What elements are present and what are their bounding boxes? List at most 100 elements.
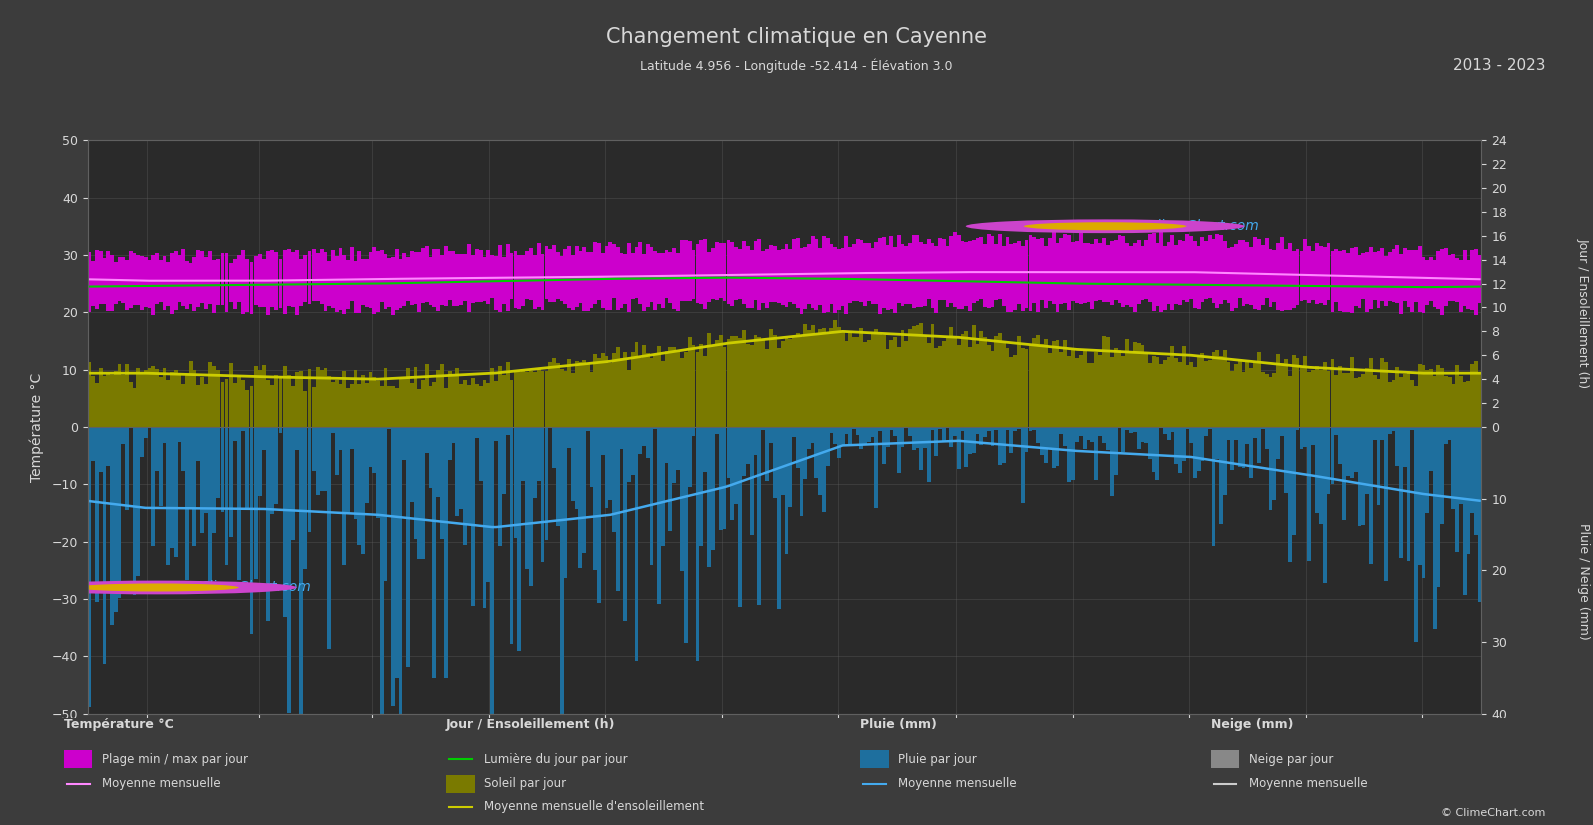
Bar <box>688 242 691 301</box>
Bar <box>1201 353 1204 427</box>
Bar <box>1462 381 1467 427</box>
Bar <box>342 427 346 565</box>
Bar <box>1177 240 1182 305</box>
Bar <box>710 248 715 299</box>
Bar <box>597 243 601 300</box>
Bar <box>118 365 121 427</box>
Bar <box>1249 368 1254 427</box>
Bar <box>969 241 972 311</box>
Bar <box>1376 427 1381 505</box>
Bar <box>1343 427 1346 520</box>
Bar <box>253 427 258 579</box>
Bar <box>1219 356 1223 427</box>
Bar <box>669 427 672 530</box>
Text: Pluie par jour: Pluie par jour <box>898 752 977 766</box>
Bar <box>159 260 162 303</box>
Bar <box>612 427 616 532</box>
Bar <box>836 427 841 459</box>
Bar <box>1346 427 1349 476</box>
Bar <box>875 427 878 507</box>
Bar <box>911 427 916 450</box>
Bar <box>193 257 196 310</box>
Bar <box>491 255 494 299</box>
Bar <box>1395 246 1399 304</box>
Bar <box>897 427 900 473</box>
Text: Changement climatique en Cayenne: Changement climatique en Cayenne <box>605 27 988 47</box>
Bar <box>919 427 924 469</box>
Bar <box>819 248 822 305</box>
Bar <box>212 260 217 313</box>
Bar <box>237 255 241 302</box>
Bar <box>999 427 1002 464</box>
Bar <box>883 335 886 427</box>
Bar <box>796 238 800 308</box>
Bar <box>335 380 339 427</box>
Bar <box>949 427 953 447</box>
Bar <box>143 370 148 427</box>
Bar <box>819 427 822 496</box>
Bar <box>672 427 675 483</box>
Bar <box>961 427 964 431</box>
Bar <box>1470 365 1474 427</box>
Bar <box>855 239 860 301</box>
Bar <box>642 253 645 311</box>
Bar <box>738 249 742 299</box>
Bar <box>362 427 365 554</box>
Bar <box>1415 386 1418 427</box>
Bar <box>645 427 650 459</box>
Bar <box>540 254 545 309</box>
Bar <box>1373 252 1376 299</box>
Bar <box>387 258 392 307</box>
Bar <box>750 427 753 535</box>
Bar <box>258 370 261 427</box>
Bar <box>680 357 683 427</box>
Bar <box>287 249 292 306</box>
Bar <box>379 386 384 427</box>
Bar <box>1241 240 1246 306</box>
Bar <box>342 255 346 314</box>
Bar <box>159 427 162 506</box>
Bar <box>642 427 645 446</box>
Bar <box>811 324 814 427</box>
Bar <box>204 427 207 512</box>
Text: ClimeChart.com: ClimeChart.com <box>199 581 311 595</box>
Bar <box>295 427 299 450</box>
Bar <box>1437 427 1440 587</box>
Bar <box>581 248 586 311</box>
Bar <box>991 351 994 427</box>
Bar <box>1032 337 1035 427</box>
Bar <box>1308 246 1311 303</box>
Bar <box>1215 234 1219 308</box>
Bar <box>1152 427 1155 473</box>
Bar <box>575 246 578 308</box>
Bar <box>658 346 661 427</box>
Bar <box>941 341 946 427</box>
Bar <box>886 427 889 446</box>
Bar <box>871 332 875 427</box>
Bar <box>1133 243 1137 312</box>
Bar <box>545 427 548 540</box>
Bar <box>113 427 118 612</box>
Bar <box>1174 358 1177 427</box>
Bar <box>279 375 282 427</box>
Bar <box>581 427 586 553</box>
Bar <box>1437 251 1440 309</box>
Bar <box>1043 339 1048 427</box>
Bar <box>1257 427 1260 463</box>
Bar <box>964 242 969 306</box>
Bar <box>730 242 734 306</box>
Bar <box>1106 427 1110 450</box>
Bar <box>534 255 537 309</box>
Bar <box>1462 250 1467 306</box>
Bar <box>1166 357 1171 427</box>
Bar <box>148 260 151 308</box>
Bar <box>1281 364 1284 427</box>
Bar <box>789 427 792 507</box>
Bar <box>1067 427 1070 482</box>
Bar <box>229 363 233 427</box>
Text: Température °C: Température °C <box>64 718 174 731</box>
Bar <box>1177 362 1182 427</box>
Bar <box>1418 427 1421 565</box>
Bar <box>953 337 957 427</box>
Bar <box>1338 427 1341 464</box>
